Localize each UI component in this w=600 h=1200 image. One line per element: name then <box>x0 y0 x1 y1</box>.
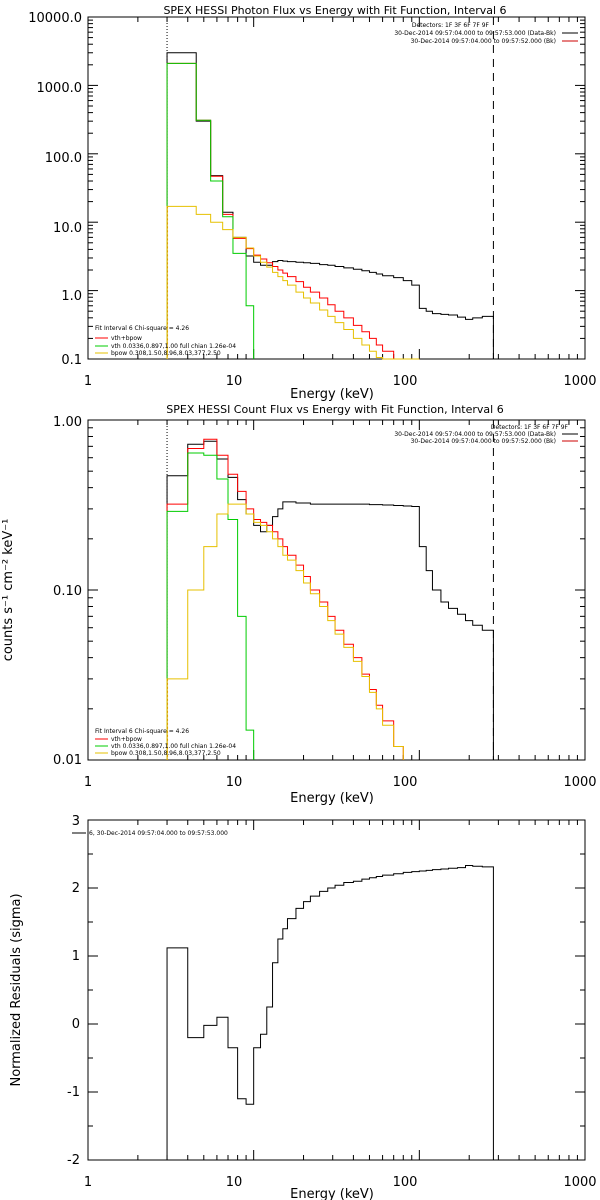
y-tick-label: 3 <box>72 814 80 829</box>
y-tick-label: 100.0 <box>45 151 82 166</box>
x-tick-label: 1000 <box>563 1175 596 1190</box>
y-tick-label: 10000.0 <box>28 11 82 26</box>
vertical-markers <box>166 17 494 359</box>
plot-frame <box>87 819 586 1161</box>
legend-entry-data: 30-Dec-2014 09:57:04.000 to 09:57:53.000… <box>394 30 556 37</box>
legend-detectors: Detectors: 1F 3F 6F 7F 9F <box>491 424 569 431</box>
y-tick-label: 0.01 <box>53 753 82 768</box>
x-tick-label: 1000 <box>563 775 596 790</box>
y-tick-label: 1000.0 <box>37 81 83 96</box>
series-group <box>166 52 494 360</box>
y-tick-label: 2 <box>72 881 80 896</box>
series-vth-line <box>166 62 255 359</box>
series-bpow-line <box>166 205 420 360</box>
vertical-markers <box>166 420 494 760</box>
legend-detectors: Detectors: 1F 3F 6F 7F 9F <box>412 22 490 29</box>
legend-entry-bpow: bpow 0.308,1.50,8.96,8.03,377,2.50 <box>111 350 221 357</box>
y-tick-label: 0 <box>72 1017 80 1032</box>
x-tick-label: 10 <box>226 1175 243 1190</box>
x-tick-label: 1 <box>84 374 92 389</box>
legend-fit-info: Fit Interval 6 Chi-square = 4.26 <box>95 728 189 735</box>
x-axis-label: Energy (keV) <box>290 387 374 402</box>
y-tick-label: 0.1 <box>61 353 82 368</box>
x-tick-label: 100 <box>393 374 418 389</box>
axis-ticks <box>87 819 585 1161</box>
legend-entry-bpow: bpow 0.308,1.50,8.96,8.03,377,2.50 <box>111 750 221 757</box>
legend-entry-vth: vth 0.0336,0.897,1.00 full chian 1.26e-0… <box>111 743 236 750</box>
legend-entry-bkg: 30-Dec-2014 09:57:04.000 to 09:57:52.000… <box>411 38 556 45</box>
x-tick-label: 1 <box>84 1175 92 1190</box>
series-6-30-dec-2014-09-57-04-000-to-09-57-53-0-line <box>166 865 494 1160</box>
legend-entry-data: 30-Dec-2014 09:57:04.000 to 09:57:53.000… <box>394 431 556 438</box>
x-tick-label: 100 <box>393 1175 418 1190</box>
legend-entry-residual: 6, 30-Dec-2014 09:57:04.000 to 09:57:53.… <box>89 830 228 837</box>
legend-entry-fit: vth+bpow <box>111 335 142 342</box>
chart-title: SPEX HESSI Count Flux vs Energy with Fit… <box>166 403 503 416</box>
y-tick-label: -2 <box>67 1153 80 1168</box>
x-axis-label: Energy (keV) <box>290 791 374 806</box>
chart-title: SPEX HESSI Photon Flux vs Energy with Fi… <box>163 4 506 17</box>
series-bpow-line <box>166 503 404 760</box>
x-tick-label: 10 <box>226 775 243 790</box>
series-vth-bpow-line <box>166 438 404 760</box>
x-axis-label: Energy (keV) <box>290 1187 374 1200</box>
legend-entry-vth: vth 0.0336,0.897,1.00 full chian 1.26e-0… <box>111 343 236 350</box>
series-data-bk-line <box>166 52 494 359</box>
x-tick-label: 1000 <box>563 374 596 389</box>
axis-ticks <box>87 17 585 360</box>
count-flux-panel: SPEX HESSI Count Flux vs Energy with Fit… <box>1 403 597 806</box>
x-tick-label: 100 <box>393 775 418 790</box>
series-data-bk-line <box>166 440 494 760</box>
series-group <box>166 438 494 760</box>
residuals-panel: 1 10 100 1000 -2 -1 0 1 2 3 Energy (keV)… <box>9 814 597 1200</box>
y-tick-label: 10.0 <box>53 221 82 236</box>
x-tick-label: 1 <box>84 775 92 790</box>
series-group <box>166 865 494 1160</box>
legend-fit-info: Fit Interval 6 Chi-square = 4.26 <box>95 325 189 332</box>
plot-frame <box>87 419 586 761</box>
y-axis-label: Normalized Residuals (sigma) <box>9 893 24 1086</box>
y-tick-label: 1.0 <box>61 289 82 304</box>
y-tick-label: 0.10 <box>53 584 82 599</box>
series-vth-line <box>166 452 255 760</box>
axis-ticks <box>87 420 585 761</box>
photon-flux-panel: SPEX HESSI Photon Flux vs Energy with Fi… <box>28 4 596 402</box>
plot-frame <box>87 16 586 360</box>
y-axis-label: counts s⁻¹ cm⁻² keV⁻¹ <box>1 519 16 662</box>
y-tick-label: -1 <box>67 1085 80 1100</box>
series-vth-bpow-line <box>166 62 420 360</box>
y-tick-label: 1.00 <box>53 415 82 430</box>
legend-entry-fit: vth+bpow <box>111 736 142 743</box>
y-tick-label: 1 <box>72 949 80 964</box>
legend-entry-bkg: 30-Dec-2014 09:57:04.000 to 09:57:52.000… <box>411 438 556 445</box>
x-tick-label: 10 <box>226 374 243 389</box>
